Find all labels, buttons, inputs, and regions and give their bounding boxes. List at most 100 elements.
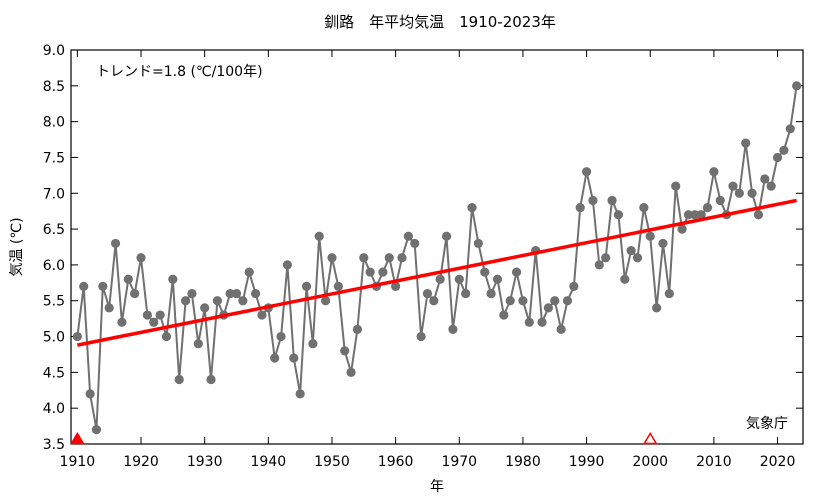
x-tick-label: 1960 (378, 454, 414, 470)
y-tick-label: 9.0 (43, 43, 65, 59)
data-point (435, 274, 445, 284)
data-point (569, 281, 579, 291)
data-point (327, 253, 337, 263)
data-point (365, 267, 375, 277)
data-point (741, 138, 751, 148)
x-tick-label: 2020 (760, 454, 796, 470)
x-tick-label: 1940 (251, 454, 287, 470)
data-point (492, 274, 503, 284)
y-tick-label: 8.5 (43, 79, 65, 95)
trend-annotation: トレンド=1.8 (℃/100年) (96, 64, 263, 80)
y-tick-label: 4.5 (43, 365, 65, 381)
data-point (766, 181, 776, 191)
data-point (499, 310, 509, 320)
y-tick-label: 4.0 (43, 401, 65, 417)
y-tick-label: 6.0 (43, 258, 65, 274)
data-point (632, 253, 643, 263)
x-axis-label: 年 (430, 479, 444, 495)
data-point (760, 174, 770, 184)
data-point (658, 238, 668, 249)
data-point (620, 274, 630, 284)
data-point (276, 331, 286, 342)
data-point (333, 281, 343, 291)
data-point (340, 346, 350, 356)
data-point (473, 238, 483, 249)
data-point (346, 367, 356, 377)
y-axis-label: 気温 (℃) (9, 217, 25, 276)
data-point (772, 152, 783, 163)
plot-frame (70, 49, 804, 445)
data-point (117, 317, 127, 327)
data-point (136, 253, 146, 263)
data-point (422, 288, 433, 299)
data-point (613, 210, 624, 220)
data-point (448, 324, 458, 334)
y-tick-label: 8.0 (43, 115, 65, 131)
data-point (244, 267, 254, 277)
data-point (161, 331, 172, 342)
series-layer (72, 81, 802, 435)
data-point (461, 288, 471, 299)
data-point (747, 188, 757, 198)
x-tick-label: 1980 (505, 454, 541, 470)
data-point (550, 296, 560, 306)
data-point (352, 324, 363, 334)
data-point (607, 195, 617, 206)
data-point (505, 296, 515, 306)
data-point (257, 310, 267, 320)
data-point (486, 288, 496, 299)
data-point (429, 296, 439, 306)
data-point (728, 181, 738, 191)
data-point (200, 303, 210, 313)
data-point (110, 238, 121, 249)
x-tick-label: 2010 (696, 454, 732, 470)
data-point (359, 253, 369, 263)
data-point (416, 331, 426, 342)
data-point (581, 167, 592, 177)
data-point (709, 167, 719, 177)
data-point (91, 425, 102, 435)
x-tick-label: 1930 (187, 454, 223, 470)
data-point (174, 374, 184, 385)
data-point (155, 310, 165, 320)
marker-layer (70, 432, 658, 445)
station-marker-open (642, 432, 658, 445)
data-point (168, 274, 178, 284)
source-annotation: 気象庁 (746, 416, 788, 432)
data-point (403, 231, 413, 241)
data-point (130, 288, 140, 299)
data-point (72, 331, 82, 342)
x-tick-label: 1990 (569, 454, 605, 470)
chart-title: 釧路 年平均気温 1910-2023年 (324, 13, 556, 31)
data-point (588, 195, 598, 206)
x-tick-label: 1910 (60, 454, 96, 470)
y-tick-label: 7.0 (43, 186, 65, 202)
data-point (238, 296, 248, 306)
data-point (187, 288, 197, 299)
data-point (289, 353, 299, 363)
data-point (626, 245, 636, 256)
data-point (677, 224, 687, 234)
data-point (702, 203, 713, 213)
data-point (537, 317, 547, 327)
data-point (314, 231, 324, 241)
data-point (142, 310, 152, 320)
data-point (690, 210, 700, 220)
data-point (231, 288, 242, 299)
series-line (76, 85, 798, 430)
data-point (652, 303, 662, 313)
data-point (98, 281, 108, 291)
data-point (270, 353, 280, 363)
y-tick-label: 3.5 (43, 437, 65, 453)
data-point (282, 260, 293, 270)
data-point (683, 210, 694, 220)
x-tick-label: 2000 (632, 454, 668, 470)
data-point (594, 260, 604, 270)
x-tick-label: 1950 (314, 454, 350, 470)
data-point (480, 267, 490, 277)
data-point (467, 203, 477, 213)
data-point (180, 296, 191, 306)
data-point (321, 296, 331, 306)
y-tick-label: 7.5 (43, 150, 65, 166)
